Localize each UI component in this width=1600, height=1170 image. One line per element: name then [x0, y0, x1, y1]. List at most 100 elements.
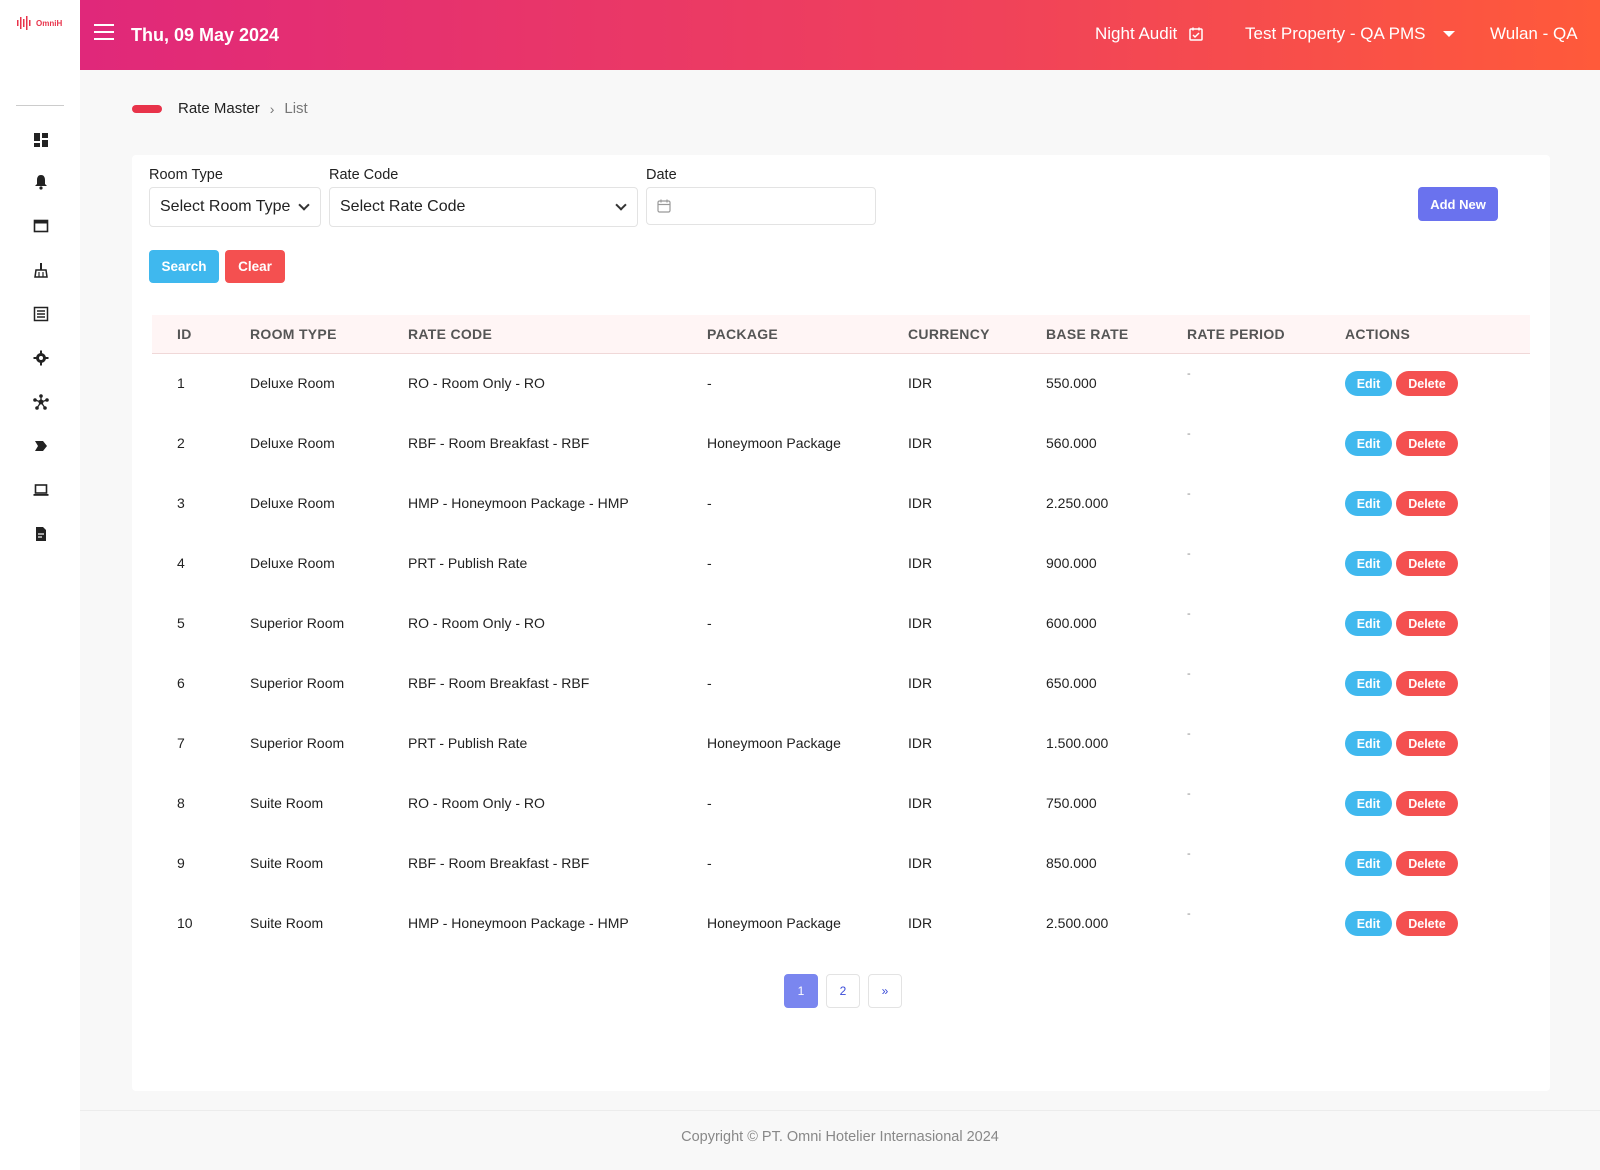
cell-base-rate: 2.250.000 — [1046, 495, 1109, 511]
table-row: 4 Deluxe Room PRT - Publish Rate - IDR 900.00… — [152, 534, 1530, 594]
delete-button[interactable]: Delete — [1396, 551, 1458, 576]
laptop-icon[interactable] — [30, 479, 52, 501]
row-actions: Edit Delete — [1345, 791, 1458, 816]
chevron-tag-icon[interactable] — [30, 435, 52, 457]
table-header: ID ROOM TYPE RATE CODE PACKAGE CURRENCY BASE … — [152, 315, 1530, 354]
cell-id: 3 — [177, 495, 185, 511]
rate-code-label: Rate Code — [329, 167, 399, 183]
cell-package: - — [707, 795, 712, 811]
delete-button[interactable]: Delete — [1396, 611, 1458, 636]
table-row: 2 Deluxe Room RBF - Room Breakfast - RBF Ho… — [152, 414, 1530, 474]
gear-icon[interactable] — [30, 347, 52, 369]
room-type-label: Room Type — [149, 167, 223, 183]
night-audit-button[interactable]: Night Audit — [1095, 24, 1203, 44]
bell-icon[interactable] — [30, 171, 52, 193]
edit-button[interactable]: Edit — [1345, 911, 1392, 936]
cell-id: 10 — [177, 915, 193, 931]
cell-package: Honeymoon Package — [707, 435, 841, 451]
cell-currency: IDR — [908, 915, 933, 931]
table-row: 9 Suite Room RBF - Room Breakfast - RBF - ID… — [152, 834, 1530, 894]
page-2-button[interactable]: 2 — [826, 974, 860, 1008]
footer: Copyright © PT. Omni Hotelier Internasio… — [80, 1110, 1600, 1170]
user-menu[interactable]: Wulan - QA — [1490, 24, 1578, 43]
delete-button[interactable]: Delete — [1396, 911, 1458, 936]
sidebar-divider — [16, 105, 64, 106]
cell-package: - — [707, 615, 712, 631]
cell-rate-code: RBF - Room Breakfast - RBF — [408, 855, 590, 871]
cell-rate-code: RBF - Room Breakfast - RBF — [408, 675, 590, 691]
cell-room-type: Deluxe Room — [250, 375, 335, 391]
cell-rate-code: PRT - Publish Rate — [408, 735, 528, 751]
edit-button[interactable]: Edit — [1345, 731, 1392, 756]
next-page-button[interactable]: » — [868, 974, 902, 1008]
copyright-text: Copyright © PT. Omni Hotelier Internasio… — [681, 1129, 999, 1145]
table-body: 1 Deluxe Room RO - Room Only - RO - IDR 550.0… — [152, 354, 1530, 954]
cell-base-rate: 650.000 — [1046, 675, 1097, 691]
cell-room-type: Suite Room — [250, 915, 324, 931]
edit-button[interactable]: Edit — [1345, 551, 1392, 576]
rate-code-select[interactable]: Select Rate Code — [329, 187, 638, 227]
broom-icon[interactable] — [30, 259, 52, 281]
report-icon[interactable] — [30, 523, 52, 545]
row-actions: Edit Delete — [1345, 911, 1458, 936]
edit-button[interactable]: Edit — [1345, 431, 1392, 456]
column-header: ROOM TYPE — [250, 326, 337, 342]
cell-package: - — [707, 855, 712, 871]
list-icon[interactable] — [30, 303, 52, 325]
delete-button[interactable]: Delete — [1396, 731, 1458, 756]
delete-button[interactable]: Delete — [1396, 371, 1458, 396]
cell-room-type: Superior Room — [250, 615, 345, 631]
row-actions: Edit Delete — [1345, 371, 1458, 396]
date-label: Date — [646, 167, 677, 183]
edit-button[interactable]: Edit — [1345, 491, 1392, 516]
edit-button[interactable]: Edit — [1345, 671, 1392, 696]
clear-button[interactable]: Clear — [225, 250, 285, 283]
page-1-button[interactable]: 1 — [784, 974, 818, 1008]
breadcrumb-separator: › — [269, 100, 275, 117]
date-input[interactable] — [679, 197, 859, 215]
edit-button[interactable]: Edit — [1345, 791, 1392, 816]
delete-button[interactable]: Delete — [1396, 851, 1458, 876]
cell-base-rate: 1.500.000 — [1046, 735, 1109, 751]
row-actions: Edit Delete — [1345, 851, 1458, 876]
business-date: Thu, 09 May 2024 — [131, 25, 280, 45]
cell-rate-code: RO - Room Only - RO — [408, 375, 545, 391]
cell-currency: IDR — [908, 495, 933, 511]
night-audit-label: Night Audit — [1095, 24, 1178, 43]
cell-rate-code: RO - Room Only - RO — [408, 615, 545, 631]
cell-room-type: Suite Room — [250, 855, 324, 871]
delete-button[interactable]: Delete — [1396, 491, 1458, 516]
rate-master-card: Room Type Select Room Type Rate Code Sel… — [132, 155, 1550, 1091]
app-logo[interactable]: OmniH — [16, 15, 62, 31]
cell-rate-period: - — [1187, 608, 1191, 620]
column-header: RATE CODE — [408, 326, 493, 342]
delete-button[interactable]: Delete — [1396, 671, 1458, 696]
add-new-button[interactable]: Add New — [1418, 187, 1498, 221]
column-header: CURRENCY — [908, 326, 990, 342]
room-type-select[interactable]: Select Room Type — [149, 187, 321, 227]
table-row: 6 Superior Room RBF - Room Breakfast - RBF… — [152, 654, 1530, 714]
chevron-down-icon — [615, 199, 627, 211]
logo-text: OmniH — [36, 18, 63, 28]
dashboard-icon[interactable] — [30, 129, 52, 151]
cell-rate-period: - — [1187, 488, 1191, 500]
window-icon[interactable] — [30, 215, 52, 237]
breadcrumb-rate-master[interactable]: Rate Master — [178, 100, 260, 117]
cell-base-rate: 550.000 — [1046, 375, 1097, 391]
menu-icon[interactable] — [94, 24, 116, 46]
cell-rate-period: - — [1187, 908, 1191, 920]
edit-button[interactable]: Edit — [1345, 611, 1392, 636]
delete-button[interactable]: Delete — [1396, 791, 1458, 816]
property-name: Test Property - QA PMS — [1245, 24, 1426, 43]
network-icon[interactable] — [30, 391, 52, 413]
cell-id: 9 — [177, 855, 185, 871]
search-button[interactable]: Search — [149, 250, 219, 283]
rate-table: ID ROOM TYPE RATE CODE PACKAGE CURRENCY BASE … — [152, 315, 1530, 954]
delete-button[interactable]: Delete — [1396, 431, 1458, 456]
edit-button[interactable]: Edit — [1345, 851, 1392, 876]
cell-rate-period: - — [1187, 548, 1191, 560]
date-field[interactable] — [646, 187, 876, 225]
edit-button[interactable]: Edit — [1345, 371, 1392, 396]
property-selector[interactable]: Test Property - QA PMS — [1245, 24, 1456, 44]
cell-package: - — [707, 495, 712, 511]
